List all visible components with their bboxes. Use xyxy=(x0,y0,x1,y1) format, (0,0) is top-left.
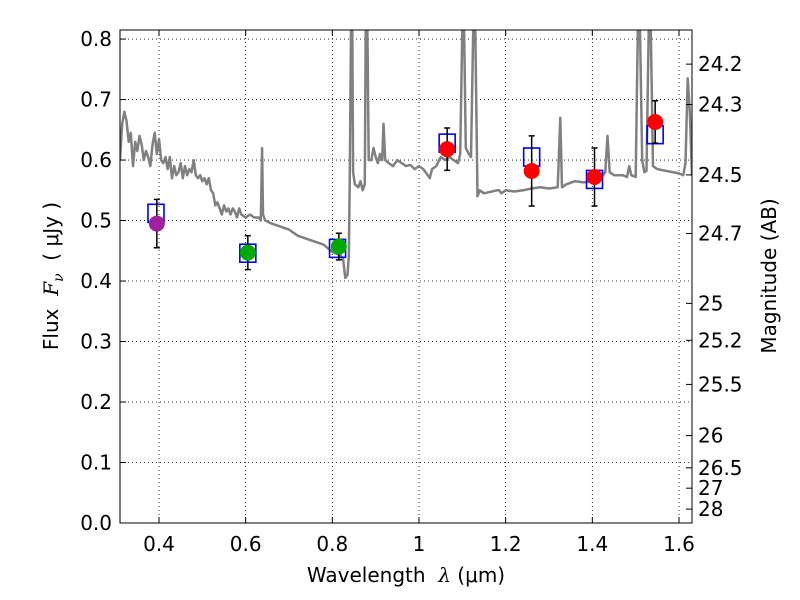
plot-frame xyxy=(119,29,693,524)
observed-flux-point xyxy=(239,244,256,261)
x-axis-label: Wavelength λ (μm) xyxy=(307,563,505,587)
x-tick-label: 1.4 xyxy=(576,532,608,556)
y-tick-label: 0.6 xyxy=(80,148,112,172)
template-spectrum-line xyxy=(120,30,692,280)
observed-flux-point xyxy=(586,168,603,185)
y-tick-label: 0.3 xyxy=(80,330,112,354)
x-tick-label: 1.2 xyxy=(490,532,522,556)
observed-flux-point xyxy=(439,141,456,158)
magnitude-tick-label: 26.5 xyxy=(698,456,743,480)
y-axis-label: Flux Fν ( μJy ) xyxy=(39,202,67,350)
y-tick-label: 0.7 xyxy=(80,88,112,112)
y-tick-label: 0.5 xyxy=(80,209,112,233)
y-tick-label: 0.1 xyxy=(80,451,112,475)
magnitude-tick-label: 27 xyxy=(698,476,723,500)
x-tick-label: 0.8 xyxy=(316,532,348,556)
y-axis-ticks: 0.0 0.1 0.2 0.3 0.4 0.5 0.6 0.7 0.8 xyxy=(80,27,126,535)
x-tick-label: 0.6 xyxy=(230,532,262,556)
x-tick-label: 1.6 xyxy=(663,532,695,556)
magnitude-tick-label: 25.5 xyxy=(698,372,743,396)
magnitude-tick-label: 25 xyxy=(698,291,723,315)
observed-flux-point xyxy=(523,162,540,179)
magnitude-tick-label: 24.2 xyxy=(698,52,743,76)
magnitude-tick-label: 24.5 xyxy=(698,163,743,187)
y-tick-label: 0.2 xyxy=(80,390,112,414)
x-tick-label: 1 xyxy=(413,532,426,556)
observed-flux-points xyxy=(148,100,664,271)
observed-flux-point xyxy=(647,113,664,130)
y-tick-label: 0.4 xyxy=(80,269,112,293)
y-tick-label: 0.8 xyxy=(80,27,112,51)
model-flux-boxes xyxy=(147,124,664,264)
grid-lines xyxy=(120,30,692,524)
magnitude-tick-label: 25.2 xyxy=(698,328,743,352)
x-tick-label: 0.4 xyxy=(143,532,175,556)
magnitude-tick-label: 24.7 xyxy=(698,221,743,245)
magnitude-tick-label: 26 xyxy=(698,424,723,448)
y-tick-label: 0.0 xyxy=(80,511,112,535)
magnitude-tick-label: 28 xyxy=(698,497,723,521)
magnitude-axis-label: Magnitude (AB) xyxy=(757,198,781,353)
observed-flux-point xyxy=(148,215,165,232)
x-axis-ticks: 0.4 0.6 0.8 1 1.2 1.4 1.6 xyxy=(143,30,695,556)
observed-flux-point xyxy=(330,238,347,255)
magnitude-tick-label: 24.3 xyxy=(698,93,743,117)
